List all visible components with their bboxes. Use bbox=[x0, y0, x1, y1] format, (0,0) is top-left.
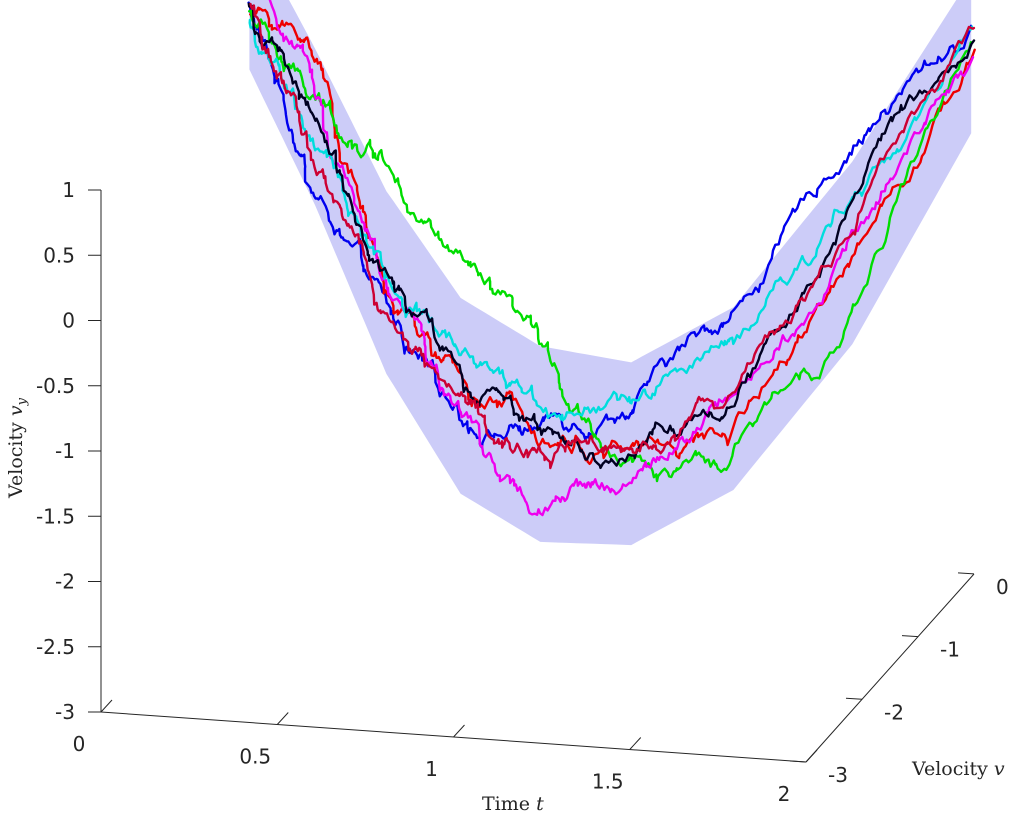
band-area bbox=[249, 0, 972, 546]
tick-labels: -3 -2.5 -2 -1.5 -1 -0.5 0 0.5 1 0 0.5 1 1.5 2 -3 -2 -1 0 bbox=[36, 178, 1009, 806]
vx-tick-label: -3 bbox=[828, 763, 848, 787]
t-tick-mark bbox=[805, 749, 818, 763]
vy-tick-label: -0.5 bbox=[36, 374, 75, 398]
t-tick-label: 0.5 bbox=[239, 745, 271, 769]
vx-axis-line bbox=[805, 573, 975, 763]
t-tick-label: 1 bbox=[425, 757, 438, 781]
vy-tick-label: 0 bbox=[62, 309, 75, 333]
vy-tick-label: -1 bbox=[55, 439, 75, 463]
vy-axis-title: Velocity vy bbox=[5, 397, 30, 499]
sample-path-6 bbox=[247, 2, 976, 470]
t-tick-label: 2 bbox=[778, 782, 791, 806]
t-tick-mark bbox=[276, 712, 289, 725]
vx-tick-mark bbox=[789, 760, 807, 763]
sample-path-4 bbox=[268, 0, 975, 517]
vy-tick-label: 0.5 bbox=[43, 243, 75, 267]
vx-tick-label: 0 bbox=[996, 575, 1009, 599]
vx-tick-label: -2 bbox=[884, 700, 904, 724]
vx-axis-title: Velocity v bbox=[911, 758, 1005, 780]
sample-path-1 bbox=[247, 1, 973, 449]
sample-paths bbox=[247, 0, 976, 517]
t-tick-mark bbox=[100, 699, 113, 713]
sample-path-2 bbox=[249, 6, 976, 465]
t-tick-mark bbox=[629, 737, 642, 750]
t-tick-label: 1.5 bbox=[592, 770, 624, 794]
vy-tick-label: -1.5 bbox=[36, 504, 75, 528]
vy-tick-label: -2.5 bbox=[36, 635, 75, 659]
vy-tick-label: -3 bbox=[55, 700, 75, 724]
sample-path-3 bbox=[248, 9, 973, 483]
vx-tick-mark bbox=[957, 572, 975, 575]
vy-tick-label: -2 bbox=[55, 570, 75, 594]
vx-tick-label: -1 bbox=[940, 638, 960, 662]
t-axis-title: Time t bbox=[482, 793, 544, 815]
vy-tick-label: 1 bbox=[62, 178, 75, 202]
t-tick-label: 0 bbox=[73, 732, 86, 756]
confidence-band bbox=[249, 0, 972, 546]
tick-marks bbox=[88, 189, 975, 763]
vx-tick-mark bbox=[901, 635, 919, 638]
t-tick-mark bbox=[453, 724, 465, 738]
sample-path-7 bbox=[249, 2, 976, 470]
vx-tick-mark bbox=[845, 697, 863, 700]
